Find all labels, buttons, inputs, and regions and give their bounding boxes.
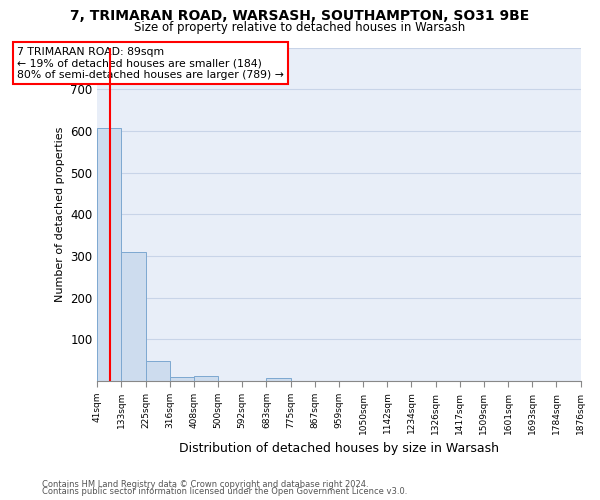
Text: Contains HM Land Registry data © Crown copyright and database right 2024.: Contains HM Land Registry data © Crown c… bbox=[42, 480, 368, 489]
Bar bbox=[170, 377, 194, 381]
Bar bbox=[121, 252, 146, 381]
Bar bbox=[97, 128, 121, 381]
Text: Contains public sector information licensed under the Open Government Licence v3: Contains public sector information licen… bbox=[42, 488, 407, 496]
Text: 7, TRIMARAN ROAD, WARSASH, SOUTHAMPTON, SO31 9BE: 7, TRIMARAN ROAD, WARSASH, SOUTHAMPTON, … bbox=[70, 9, 530, 23]
Bar bbox=[194, 376, 218, 381]
Y-axis label: Number of detached properties: Number of detached properties bbox=[55, 126, 65, 302]
X-axis label: Distribution of detached houses by size in Warsash: Distribution of detached houses by size … bbox=[179, 442, 499, 455]
Bar bbox=[266, 378, 290, 381]
Bar bbox=[146, 361, 170, 381]
Text: 7 TRIMARAN ROAD: 89sqm
← 19% of detached houses are smaller (184)
80% of semi-de: 7 TRIMARAN ROAD: 89sqm ← 19% of detached… bbox=[17, 46, 284, 80]
Text: Size of property relative to detached houses in Warsash: Size of property relative to detached ho… bbox=[134, 21, 466, 34]
